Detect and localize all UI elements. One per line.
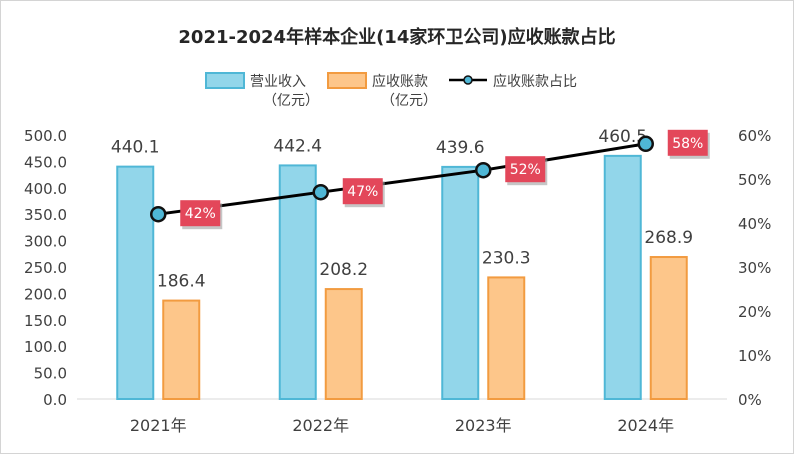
chart: 2021-2024年样本企业(14家环卫公司)应收账款占比 营业收入 （亿元） 应收… xyxy=(24,26,771,435)
ratio-data-label: 58% xyxy=(667,129,710,159)
legend-swatch-receivables xyxy=(327,72,367,89)
ratio-label-box xyxy=(505,156,546,183)
left-tick-label: 250.0 xyxy=(24,259,67,277)
category-labels: 2021年 2022年 2023年 2024年 xyxy=(130,416,674,435)
ratio-marker xyxy=(312,183,329,201)
left-tick-label: 200.0 xyxy=(24,285,67,303)
right-tick-label: 50% xyxy=(738,171,771,189)
ratio-label-text: 58% xyxy=(672,136,703,152)
bar-data-label: 439.6 xyxy=(436,138,485,158)
bar-revenue xyxy=(116,165,155,400)
right-tick-label: 20% xyxy=(738,303,771,321)
chart-title: 2021-2024年样本企业(14家环卫公司)应收账款占比 xyxy=(178,26,615,48)
chart-frame: 2021-2024年样本企业(14家环卫公司)应收账款占比 营业收入 （亿元） 应收… xyxy=(0,0,794,454)
left-tick-label: 350.0 xyxy=(24,206,67,224)
bar-revenue xyxy=(278,164,317,400)
legend-label-receivables-unit: （亿元） xyxy=(381,93,437,109)
ratio-data-label: 42% xyxy=(180,200,223,230)
left-tick-label: 50.0 xyxy=(34,365,67,383)
legend-swatch-ratio-marker xyxy=(463,75,473,85)
ratio-label-box xyxy=(342,178,383,205)
ratio-marker xyxy=(637,135,654,153)
bar-receivables xyxy=(487,276,526,401)
category-label: 2022年 xyxy=(292,416,349,435)
right-tick-label: 40% xyxy=(738,215,771,233)
bar-data-label: 460.5 xyxy=(598,127,647,147)
bar-revenue xyxy=(603,154,642,400)
left-tick-label: 500.0 xyxy=(24,127,67,145)
ratio-label-text: 42% xyxy=(185,206,216,222)
bar-receivables xyxy=(649,256,688,401)
bar-data-label: 442.4 xyxy=(273,136,322,156)
bar-data-label: 186.4 xyxy=(157,272,206,292)
ratio-label-box xyxy=(667,129,708,156)
right-axis: 0% 10% 20% 30% 40% 50% 60% xyxy=(738,127,771,409)
ratio-line xyxy=(158,142,646,216)
line-series: 42% 47% 52% 58% xyxy=(150,129,710,230)
bar-data-label: 230.3 xyxy=(482,248,531,268)
legend-label-receivables: 应收账款 xyxy=(372,73,428,90)
left-tick-label: 450.0 xyxy=(24,153,67,171)
bar-revenue xyxy=(441,165,480,400)
bar-receivables xyxy=(324,288,363,401)
ratio-data-label: 52% xyxy=(505,156,548,186)
legend-label-ratio: 应收账款占比 xyxy=(493,73,577,90)
ratio-marker xyxy=(475,161,492,179)
right-tick-label: 30% xyxy=(738,259,771,277)
bar-receivables xyxy=(162,299,201,401)
legend-label-revenue: 营业收入 xyxy=(250,74,306,90)
left-tick-label: 0.0 xyxy=(43,391,67,409)
bar-data-label: 208.2 xyxy=(319,260,368,280)
bar-data-label: 440.1 xyxy=(111,138,160,158)
ratio-marker xyxy=(150,205,167,223)
ratio-label-text: 47% xyxy=(347,184,378,200)
bars: 440.1 442.4 439.6 460.5 186.4 208.2 230.3 268.9 xyxy=(111,127,693,401)
left-tick-label: 100.0 xyxy=(24,338,67,356)
ratio-data-label: 47% xyxy=(342,178,385,208)
category-label: 2024年 xyxy=(617,416,674,435)
left-tick-label: 150.0 xyxy=(24,312,67,330)
right-tick-label: 0% xyxy=(738,391,762,409)
right-tick-label: 10% xyxy=(738,347,771,365)
ratio-label-text: 52% xyxy=(510,162,541,178)
left-axis: 0.0 50.0 100.0 150.0 200.0 250.0 300.0 350.0 400… xyxy=(24,127,67,409)
left-tick-label: 300.0 xyxy=(24,233,67,251)
category-label: 2023年 xyxy=(455,416,512,435)
ratio-label-box xyxy=(180,200,221,227)
bar-data-label: 268.9 xyxy=(644,228,693,248)
category-label: 2021年 xyxy=(130,416,187,435)
legend: 营业收入 （亿元） 应收账款 （亿元） 应收账款占比 xyxy=(205,72,577,109)
left-tick-label: 400.0 xyxy=(24,180,67,198)
legend-label-revenue-unit: （亿元） xyxy=(263,93,319,109)
legend-swatch-revenue xyxy=(205,72,245,89)
right-tick-label: 60% xyxy=(738,127,771,145)
